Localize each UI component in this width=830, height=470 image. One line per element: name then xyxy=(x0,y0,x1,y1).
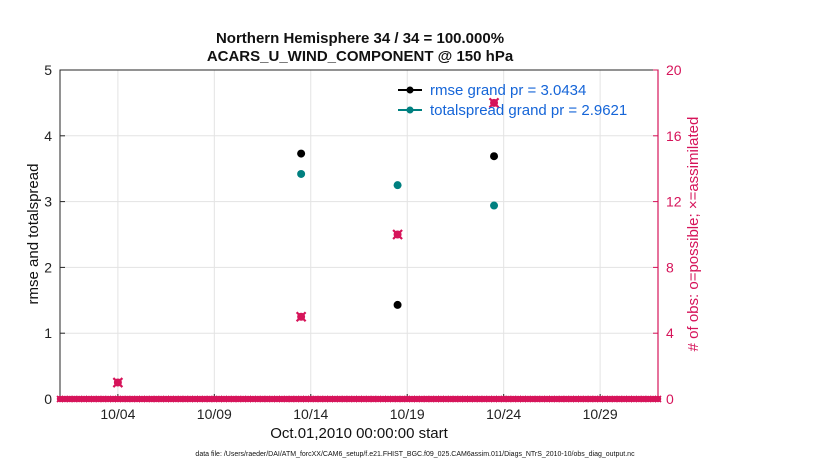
right-tick-label: 0 xyxy=(666,391,674,407)
rmse-point xyxy=(393,300,402,309)
legend-rmse-label: rmse grand pr = 3.0434 xyxy=(430,82,586,99)
left-axis-ticks: 0 1 2 3 4 5 xyxy=(44,62,65,407)
grid-lines xyxy=(60,70,658,399)
left-tick-label: 3 xyxy=(44,194,52,210)
y-axis-label-left: rmse and totalspread xyxy=(25,164,42,305)
x-axis-ticks: 10/04 10/09 10/14 10/19 10/24 10/29 xyxy=(100,394,618,422)
right-tick-label: 12 xyxy=(666,194,682,210)
left-tick-label: 0 xyxy=(44,391,52,407)
left-tick-label: 4 xyxy=(44,128,52,144)
totalspread-point xyxy=(393,181,402,190)
x-tick-label: 10/19 xyxy=(390,406,425,422)
data-file-footnote: data file: /Users/raeder/DAI/ATM_forcXX/… xyxy=(195,451,635,458)
rmse-point xyxy=(297,149,306,158)
x-tick-label: 10/29 xyxy=(583,406,618,422)
x-tick-label: 10/24 xyxy=(486,406,521,422)
totalspread-point xyxy=(297,169,306,178)
right-tick-label: 16 xyxy=(666,128,682,144)
left-tick-label: 5 xyxy=(44,62,52,78)
chart-title-line-1: Northern Hemisphere 34 / 34 = 100.000% xyxy=(215,30,505,47)
x-tick-label: 10/04 xyxy=(100,406,135,422)
legend: rmse grand pr = 3.0434 totalspread grand… xyxy=(398,82,627,119)
obs-assimilated-point xyxy=(295,311,307,323)
left-tick-label: 2 xyxy=(44,259,52,275)
obs-assimilated-point xyxy=(392,229,403,240)
legend-rmse-marker xyxy=(406,86,414,94)
left-tick-label: 1 xyxy=(44,325,52,341)
plot-frame xyxy=(59,69,659,400)
obs-assimilated-point xyxy=(112,377,124,388)
x-axis-label: Oct.01,2010 00:00:00 start xyxy=(270,425,448,442)
x-tick-label: 10/09 xyxy=(197,406,232,422)
legend-spread-label: totalspread grand pr = 2.9621 xyxy=(430,102,627,119)
y-axis-label-right: # of obs: o=possible; ×=assimilated xyxy=(685,117,702,352)
rmse-point xyxy=(490,152,499,161)
right-axis-ticks: 0 4 8 12 16 20 xyxy=(653,62,682,407)
x-tick-label: 10/14 xyxy=(293,406,328,422)
obs-assimilated-zero-marker xyxy=(654,395,662,403)
data-marks xyxy=(56,97,662,403)
obs-assimilated-point xyxy=(488,97,500,109)
right-tick-label: 8 xyxy=(666,259,674,275)
chart-title-line-2: ACARS_U_WIND_COMPONENT @ 150 hPa xyxy=(206,48,514,65)
legend-spread-marker xyxy=(406,106,414,114)
right-tick-label: 4 xyxy=(666,325,674,341)
right-tick-label: 20 xyxy=(666,62,682,78)
totalspread-point xyxy=(490,201,499,210)
